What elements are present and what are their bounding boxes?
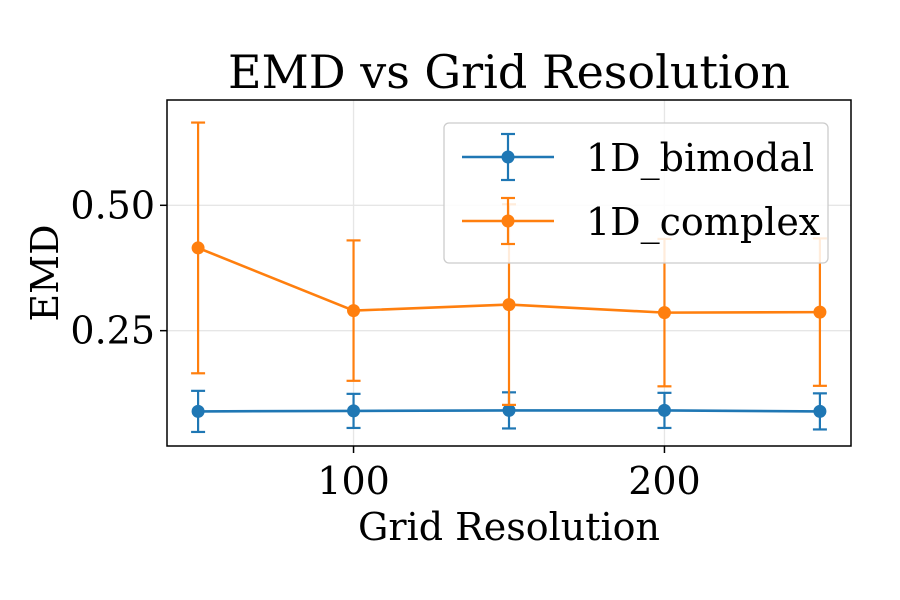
data-point: [191, 241, 205, 255]
y-tick-label: 0.25: [70, 309, 155, 353]
chart-title: EMD vs Grid Resolution: [228, 45, 790, 99]
legend-marker: [501, 150, 515, 164]
legend-marker: [501, 214, 515, 228]
data-point: [657, 403, 671, 417]
data-point: [347, 404, 361, 418]
y-tick-label: 0.50: [70, 183, 155, 227]
y-axis-label: EMD: [23, 224, 67, 321]
series-1D_bimodal: [191, 389, 827, 434]
data-point: [813, 305, 827, 319]
x-tick-label: 200: [628, 459, 701, 503]
data-point: [191, 404, 205, 418]
ticks: 100 200 0.25 0.50: [70, 183, 700, 503]
legend-item: 1D_complex: [462, 196, 820, 246]
data-point: [502, 298, 516, 312]
plot-frame: [166, 99, 852, 447]
data-point: [347, 304, 361, 318]
legend-label: 1D_complex: [586, 200, 820, 245]
x-tick-label: 100: [317, 459, 390, 503]
data-point: [657, 306, 671, 320]
x-axis-label: Grid Resolution: [358, 505, 660, 549]
legend: 1D_bimodal 1D_complex: [443, 122, 829, 264]
data-point: [813, 404, 827, 418]
legend-label: 1D_bimodal: [586, 136, 814, 181]
legend-item: 1D_bimodal: [462, 132, 814, 182]
data-point: [502, 403, 516, 417]
